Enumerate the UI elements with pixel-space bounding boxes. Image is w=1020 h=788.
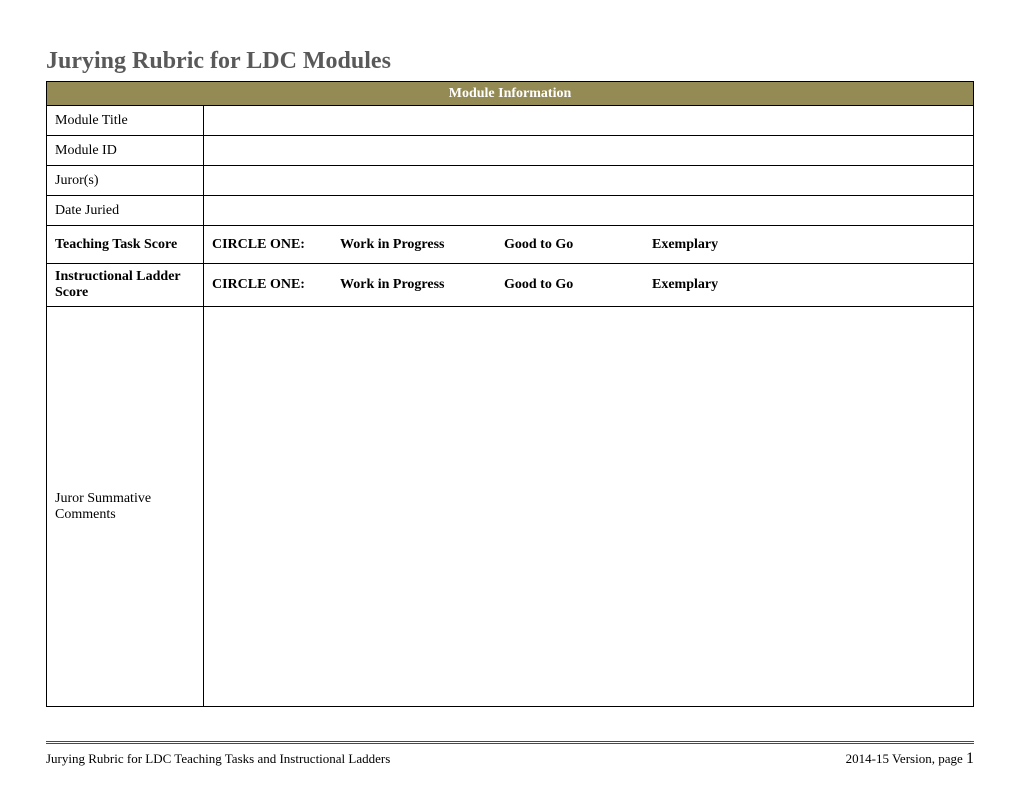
page-footer: Jurying Rubric for LDC Teaching Tasks an… <box>46 741 974 768</box>
footer-line: Jurying Rubric for LDC Teaching Tasks an… <box>46 750 974 768</box>
footer-left-text: Jurying Rubric for LDC Teaching Tasks an… <box>46 751 390 767</box>
circle-one-line-teaching: CIRCLE ONE: Work in Progress Good to Go … <box>212 237 965 253</box>
circle-one-line-instructional: CIRCLE ONE: Work in Progress Good to Go … <box>212 277 965 293</box>
value-teaching-task-score: CIRCLE ONE: Work in Progress Good to Go … <box>204 226 974 264</box>
circle-one-label: CIRCLE ONE: <box>212 237 340 253</box>
value-juror-comments <box>204 307 974 707</box>
option-good-to-go: Good to Go <box>504 237 652 253</box>
row-juror-comments: Juror Summative Comments <box>47 307 974 707</box>
row-jurors: Juror(s) <box>47 166 974 196</box>
value-jurors <box>204 166 974 196</box>
row-teaching-task-score: Teaching Task Score CIRCLE ONE: Work in … <box>47 226 974 264</box>
label-teaching-task-score: Teaching Task Score <box>47 226 204 264</box>
option-good-to-go: Good to Go <box>504 277 652 293</box>
option-work-in-progress: Work in Progress <box>340 277 504 293</box>
label-instructional-ladder-score: Instructional Ladder Score <box>47 264 204 307</box>
label-module-id: Module ID <box>47 136 204 166</box>
footer-right-text: 2014-15 Version, page 1 <box>846 750 974 768</box>
option-work-in-progress: Work in Progress <box>340 237 504 253</box>
module-info-table: Module Information Module Title Module I… <box>46 81 974 707</box>
option-exemplary: Exemplary <box>652 277 718 293</box>
table-header: Module Information <box>47 82 974 106</box>
label-date-juried: Date Juried <box>47 196 204 226</box>
value-module-title <box>204 106 974 136</box>
row-instructional-ladder-score: Instructional Ladder Score CIRCLE ONE: W… <box>47 264 974 307</box>
row-module-id: Module ID <box>47 136 974 166</box>
footer-rule <box>46 741 974 744</box>
row-date-juried: Date Juried <box>47 196 974 226</box>
label-jurors: Juror(s) <box>47 166 204 196</box>
option-exemplary: Exemplary <box>652 237 718 253</box>
circle-one-label: CIRCLE ONE: <box>212 277 340 293</box>
footer-version-text: 2014-15 Version, page <box>846 751 966 766</box>
value-module-id <box>204 136 974 166</box>
value-instructional-ladder-score: CIRCLE ONE: Work in Progress Good to Go … <box>204 264 974 307</box>
row-module-title: Module Title <box>47 106 974 136</box>
value-date-juried <box>204 196 974 226</box>
label-module-title: Module Title <box>47 106 204 136</box>
label-juror-comments: Juror Summative Comments <box>47 307 204 707</box>
page-number: 1 <box>966 750 974 767</box>
page-title: Jurying Rubric for LDC Modules <box>46 48 974 75</box>
table-header-row: Module Information <box>47 82 974 106</box>
